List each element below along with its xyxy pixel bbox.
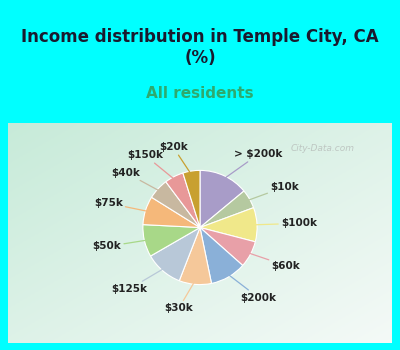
Text: Income distribution in Temple City, CA
(%): Income distribution in Temple City, CA (… [21, 28, 379, 67]
Wedge shape [166, 173, 200, 228]
Text: $100k: $100k [255, 218, 317, 229]
Wedge shape [200, 191, 254, 228]
Text: $30k: $30k [164, 282, 194, 313]
Wedge shape [143, 197, 200, 228]
Text: $75k: $75k [94, 198, 147, 211]
Text: $10k: $10k [248, 182, 299, 200]
Wedge shape [152, 182, 200, 228]
Text: > $200k: > $200k [225, 149, 283, 178]
Text: $20k: $20k [159, 142, 190, 173]
Text: City-Data.com: City-Data.com [291, 145, 355, 153]
Wedge shape [200, 228, 243, 284]
Text: $40k: $40k [112, 168, 159, 191]
Text: All residents: All residents [146, 86, 254, 101]
Wedge shape [200, 208, 257, 242]
Text: $50k: $50k [92, 240, 146, 252]
Text: $125k: $125k [111, 269, 163, 294]
Wedge shape [150, 228, 200, 281]
Wedge shape [179, 228, 212, 285]
Text: $60k: $60k [249, 253, 300, 271]
Text: $200k: $200k [228, 275, 276, 303]
Wedge shape [200, 170, 244, 228]
Text: $150k: $150k [127, 150, 174, 179]
Wedge shape [183, 170, 200, 228]
Wedge shape [143, 225, 200, 256]
Wedge shape [200, 228, 255, 265]
